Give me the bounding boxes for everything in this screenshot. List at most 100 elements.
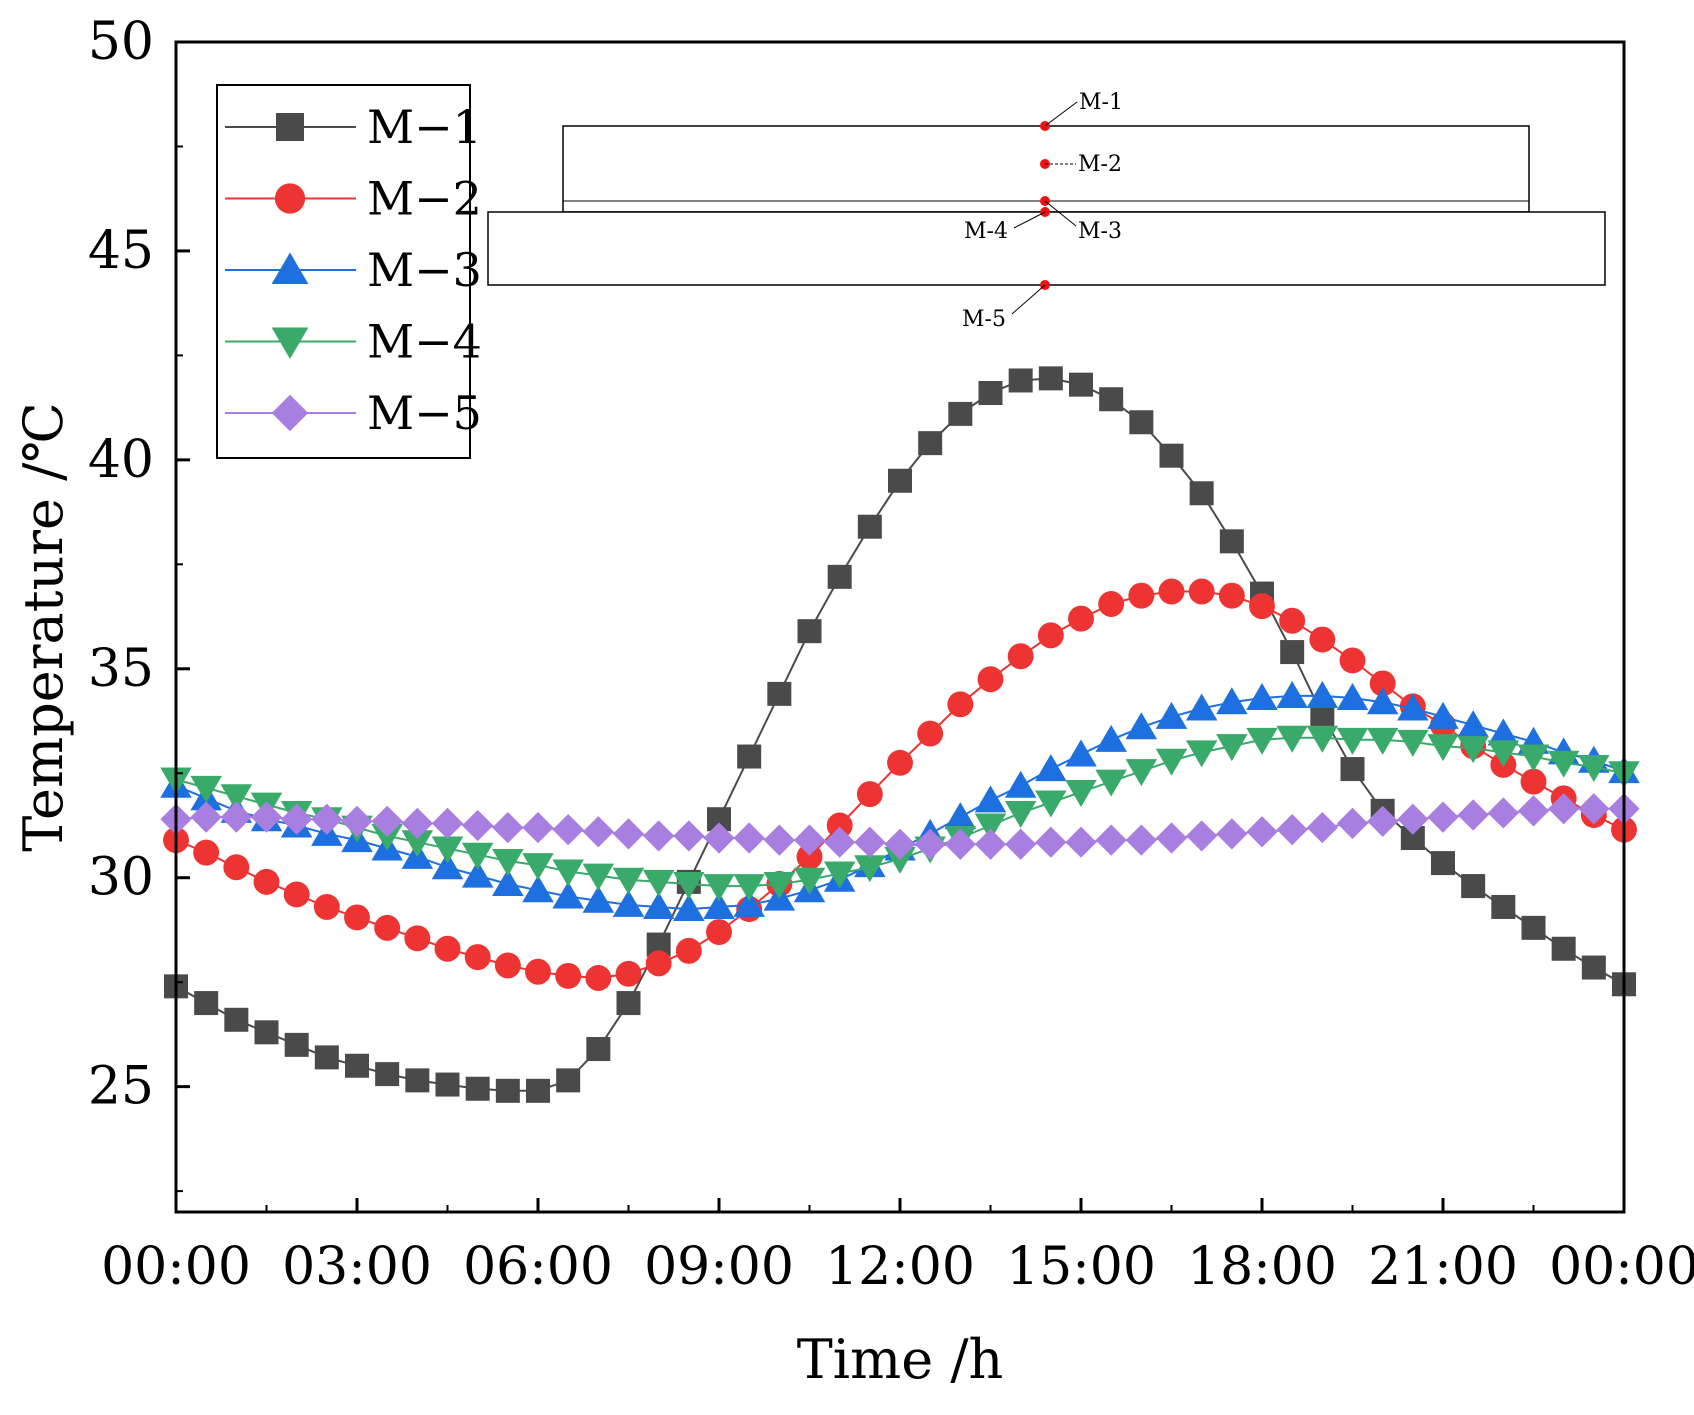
data-point-series-5	[341, 805, 373, 837]
y-tick-label: 40	[88, 430, 154, 490]
data-point-series-1	[1340, 757, 1365, 782]
data-point-series-2	[675, 937, 702, 964]
data-point-series-5	[1155, 822, 1188, 854]
data-point-series-2	[796, 843, 823, 870]
data-point-series-4	[401, 830, 434, 858]
data-point-series-3	[1035, 754, 1067, 782]
data-point-series-4	[1004, 800, 1037, 828]
data-point-series-1	[224, 1007, 249, 1032]
data-point-series-2	[464, 944, 491, 971]
data-point-series-1	[1129, 410, 1154, 435]
data-point-series-4	[1125, 759, 1158, 787]
data-point-series-5	[1457, 799, 1489, 831]
data-point-series-1	[978, 381, 1003, 405]
axis-layer: 00:00 03:00 06:00 09:00 12:00 15:00 18:00 21:00…	[88, 12, 1694, 1297]
y-tick-label: 50	[88, 12, 154, 72]
data-point-series-5	[401, 807, 433, 839]
data-point-series-5	[1578, 793, 1610, 825]
data-point-series-2	[525, 958, 551, 985]
data-point-series-3	[673, 894, 705, 922]
inset-label-m2: M-2	[1078, 152, 1122, 177]
data-point-series-3	[1185, 693, 1218, 721]
data-point-series-3	[1004, 770, 1037, 798]
inset-label-m1: M-1	[1079, 90, 1123, 115]
data-point-series-4	[1306, 725, 1339, 753]
x-tick-label: 06:00	[463, 1237, 613, 1297]
inset-leader-m3	[1044, 200, 1077, 227]
data-point-series-2	[494, 952, 521, 979]
data-point-series-5	[522, 811, 554, 844]
data-point-series-2	[1098, 591, 1125, 617]
data-point-series-5	[1517, 795, 1550, 827]
data-point-series-3	[1457, 710, 1489, 738]
legend-item: M−3	[225, 243, 482, 297]
data-point-series-2	[977, 666, 1004, 693]
data-point-series-4	[1185, 740, 1218, 768]
data-point-series-5	[190, 801, 222, 833]
data-point-series-5	[1216, 818, 1248, 850]
data-point-series-5	[1246, 816, 1278, 848]
data-point-series-1	[1461, 874, 1486, 899]
data-point-series-1	[1008, 368, 1033, 393]
data-point-series-4	[673, 871, 705, 899]
data-point-series-3	[944, 802, 977, 830]
data-point-series-4	[1246, 727, 1278, 755]
x-tick-label: 15:00	[1006, 1237, 1156, 1297]
data-point-series-2	[1309, 626, 1336, 653]
data-point-series-5	[703, 822, 735, 854]
data-point-series-4	[1035, 790, 1067, 818]
data-point-series-2	[1369, 670, 1396, 697]
y-tick-label: 25	[88, 1057, 154, 1117]
data-point-series-1	[405, 1068, 430, 1093]
data-point-series-5	[1186, 820, 1218, 852]
data-point-series-4	[612, 867, 645, 895]
data-point-series-1	[1189, 481, 1214, 506]
data-point-series-4	[763, 871, 796, 899]
data-point-series-4	[431, 836, 464, 864]
data-point-series-4	[1366, 727, 1399, 755]
data-point-series-4	[1427, 734, 1459, 762]
data-point-series-5	[1035, 826, 1067, 858]
data-point-series-4	[1095, 769, 1127, 797]
legend-item: M−2	[225, 172, 482, 226]
data-point-series-4	[1155, 748, 1188, 776]
data-point-series-3	[733, 889, 765, 917]
data-point-series-4	[220, 784, 253, 812]
data-point-series-5	[250, 801, 283, 833]
data-point-series-3	[582, 885, 615, 913]
data-point-series-4	[371, 823, 403, 851]
y-axis-title: Temperature /℃	[12, 402, 75, 852]
data-point-series-2	[826, 812, 853, 839]
data-point-series-4	[461, 842, 494, 870]
data-point-series-5	[854, 826, 886, 858]
x-tick-label: 18:00	[1187, 1237, 1337, 1297]
data-point-series-1	[1581, 955, 1606, 980]
data-point-series-2	[434, 935, 461, 962]
data-point-series-1	[314, 1045, 339, 1070]
data-point-series-4	[642, 869, 675, 897]
data-point-series-3	[552, 881, 584, 909]
data-point-series-5	[220, 801, 252, 833]
data-point-series-2	[1218, 582, 1245, 609]
inset-leader-m5	[1011, 284, 1046, 315]
x-tick-label: 09:00	[644, 1237, 794, 1297]
data-point-series-5	[371, 805, 403, 837]
data-point-series-2	[253, 868, 280, 895]
data-point-series-4	[793, 867, 826, 895]
data-point-series-4	[703, 874, 735, 902]
data-point-series-4	[974, 813, 1007, 841]
data-point-series-3	[1306, 680, 1339, 708]
data-point-series-1	[435, 1072, 460, 1097]
data-point-series-5	[974, 828, 1007, 860]
data-point-series-4	[1517, 744, 1550, 772]
data-point-series-2	[1007, 643, 1034, 670]
data-point-series-5	[944, 828, 976, 860]
data-point-series-3	[1336, 683, 1369, 711]
data-point-series-1	[797, 619, 822, 644]
data-point-series-5	[1095, 824, 1127, 856]
data-point-series-1	[284, 1032, 309, 1057]
data-point-series-5	[1065, 826, 1097, 858]
series-layer	[160, 366, 1640, 1103]
x-tick-label: 00:00	[101, 1237, 251, 1297]
data-point-series-2	[1158, 578, 1185, 605]
